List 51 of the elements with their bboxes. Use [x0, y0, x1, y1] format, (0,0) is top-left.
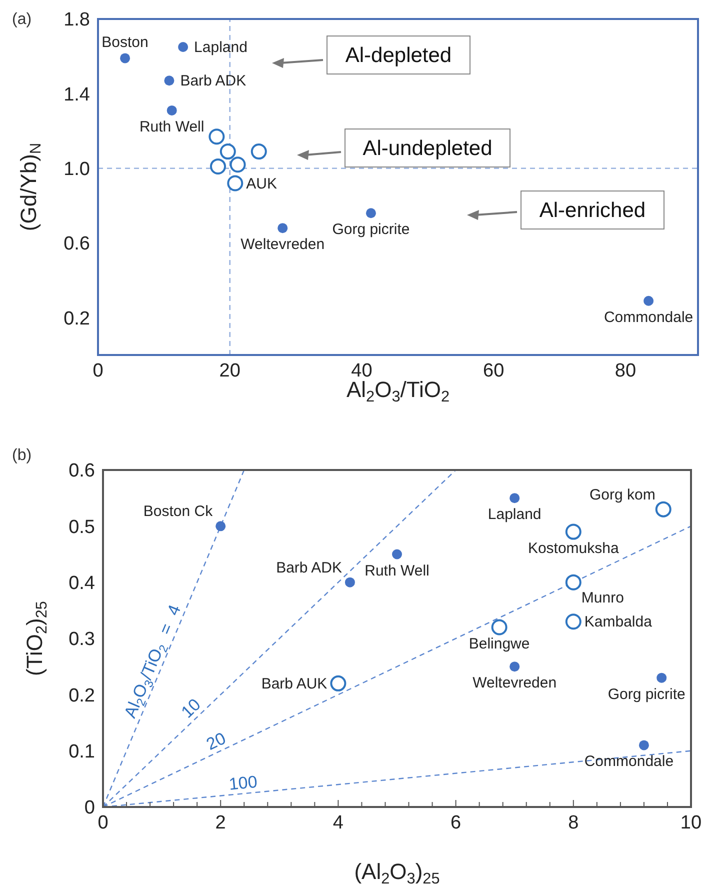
data-label: Weltevreden [472, 674, 557, 692]
text: (a) [12, 11, 32, 28]
y-tick-label: 1.8 [64, 10, 90, 31]
x-tick-label: 80 [614, 360, 636, 382]
data-label: Commondale [584, 753, 674, 770]
y-tick-label: 0.4 [68, 573, 96, 594]
x-tick-label: 10 [680, 812, 702, 834]
data-label: Barb ADK [180, 72, 246, 90]
annotation: Al-enriched [539, 199, 646, 222]
y-tick-label: 0.1 [68, 742, 95, 763]
x-tick-label: 6 [450, 812, 462, 834]
annotation: Al-depleted [345, 44, 452, 67]
x-tick-label: 8 [568, 812, 579, 834]
data-label: Gorg picrite [608, 686, 686, 703]
data-label: Kambalda [584, 614, 653, 631]
data-label: Ruth Well [364, 562, 430, 580]
data-label: Boston Ck [143, 503, 214, 520]
data-label: Ruth Well [139, 118, 204, 136]
text: 20 [203, 728, 229, 754]
data-label: Lapland [488, 506, 542, 524]
x-axis-title: (Al$_{2}$O$_{3}$)$_{25}$ [354, 859, 440, 888]
x-tick-label: 0 [98, 812, 108, 834]
y-tick-label: 1.0 [64, 159, 90, 180]
y-tick-label: 0.3 [68, 629, 95, 650]
data-label: Barb ADK [276, 559, 342, 576]
x-tick-label: 2 [215, 812, 226, 834]
y-tick-label: 0.5 [68, 516, 95, 538]
x-tick-label: 20 [219, 360, 240, 382]
y-tick-label: 0.2 [68, 685, 95, 706]
data-label: Weltevreden [240, 236, 325, 254]
y-tick-label: 0.6 [68, 460, 95, 482]
data-label: Belingwe [468, 635, 530, 652]
data-label: Munro [581, 589, 624, 606]
text: 10 [178, 695, 204, 722]
y-tick-label: 0.2 [64, 308, 90, 330]
text: 100 [228, 772, 258, 794]
data-label: Barb AUK [261, 675, 328, 692]
data-label: Boston [102, 34, 148, 52]
data-label: Commondale [604, 308, 694, 326]
text: (b) [12, 447, 32, 464]
data-label: Kostomuksha [528, 540, 620, 557]
x-tick-label: 60 [483, 360, 504, 382]
data-label: Gorg picrite [332, 221, 410, 238]
y-tick-label: 0.6 [64, 234, 90, 255]
data-label: AUK [246, 175, 277, 192]
y-tick-label: 0 [84, 798, 95, 819]
x-tick-label: 4 [332, 812, 344, 834]
annotation: Al-undepleted [362, 137, 492, 160]
data-label: Gorg kom [590, 486, 656, 504]
y-tick-label: 1.4 [64, 84, 90, 106]
data-label: Lapland [194, 39, 248, 56]
